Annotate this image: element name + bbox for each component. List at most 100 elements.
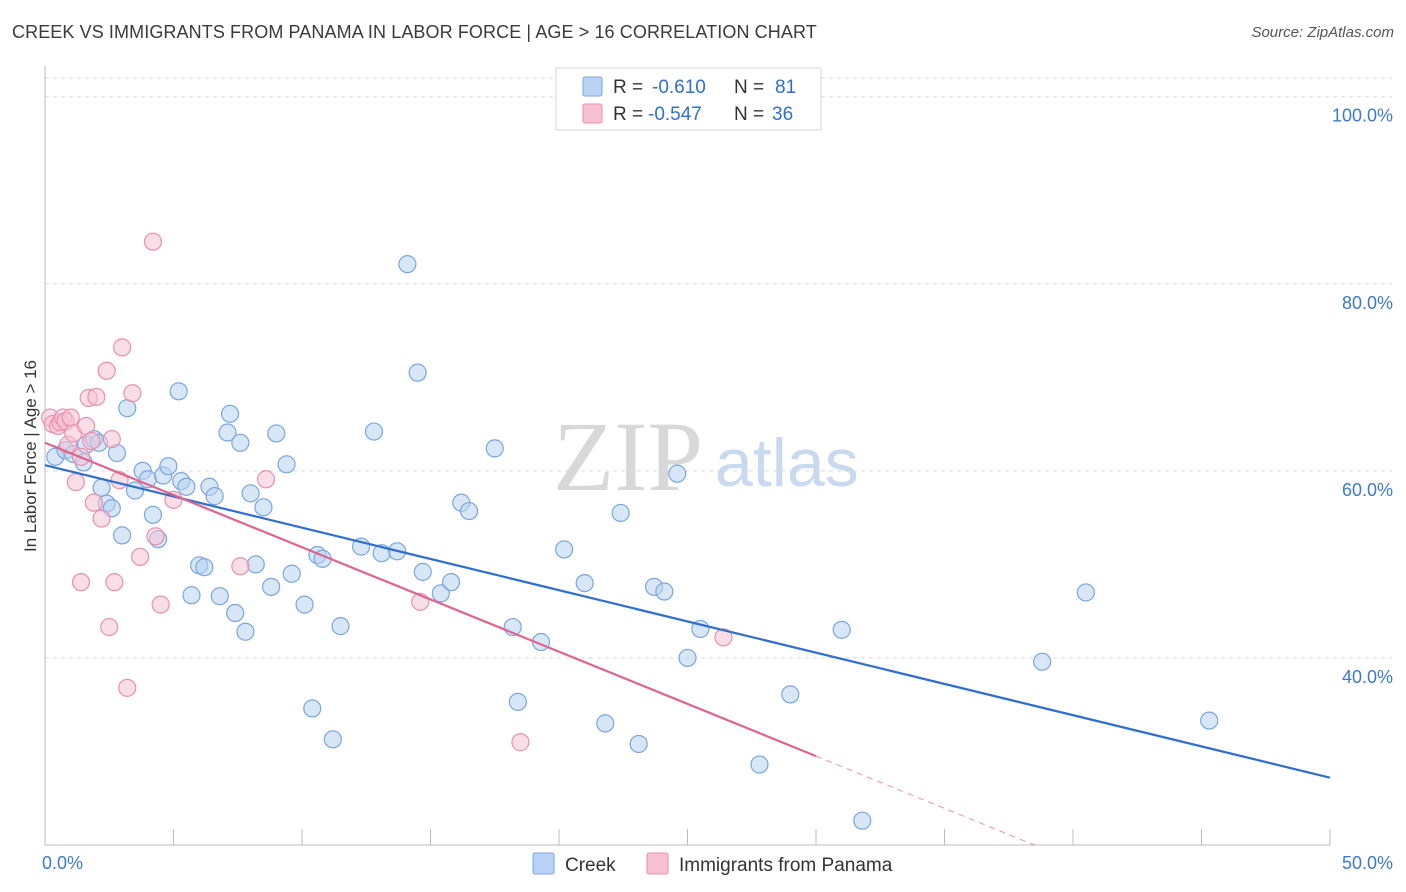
bottom-legend: Creek Immigrants from Panama: [532, 852, 893, 876]
creek-point: [853, 811, 872, 830]
panama-point: [61, 408, 80, 427]
top-legend: R = -0.610 N = 81 R = -0.547 N = 36: [555, 67, 822, 131]
source-label: Source: ZipAtlas.com: [1251, 24, 1394, 41]
creek-point: [1033, 652, 1052, 671]
panama-point: [84, 493, 103, 512]
panama-trend-extension: [815, 755, 1035, 846]
x-tick-label-max: 50.0%: [1342, 853, 1393, 873]
panama-point: [92, 509, 111, 528]
creek-point: [668, 464, 687, 483]
creek-point: [441, 573, 461, 592]
panama-point: [714, 628, 733, 647]
creek-point: [226, 603, 245, 623]
creek-point: [182, 586, 201, 605]
bottom-legend-swatch-creek: [532, 852, 555, 875]
bottom-legend-creek: Creek: [565, 855, 616, 876]
creek-point: [236, 622, 255, 641]
creek-points: [46, 255, 1219, 830]
creek-point: [323, 730, 342, 749]
legend-swatch-creek: [582, 76, 603, 97]
chart-title: CREEK VS IMMIGRANTS FROM PANAMA IN LABOR…: [12, 22, 817, 42]
panama-point: [143, 232, 163, 251]
legend-r-label-creek: R =: [613, 77, 643, 98]
creek-point: [364, 422, 384, 441]
creek-point: [832, 620, 851, 639]
creek-point: [1076, 583, 1095, 602]
creek-point: [459, 501, 479, 521]
creek-point: [169, 382, 188, 401]
creek-point: [112, 526, 132, 545]
legend-n-value-panama: 36: [772, 104, 793, 125]
creek-point: [267, 424, 286, 443]
panama-trend-line: [44, 441, 817, 758]
y-tick-label: 40.0%: [1342, 667, 1393, 687]
creek-point: [220, 404, 240, 423]
creek-point: [282, 564, 301, 583]
panama-points: [41, 232, 733, 752]
creek-point: [254, 498, 273, 517]
creek-point: [408, 363, 427, 382]
creek-point: [231, 433, 250, 452]
x-tick-label-min: 0.0%: [42, 853, 83, 873]
watermark: ZIP atlas: [553, 401, 859, 512]
watermark-zip: ZIP: [553, 401, 703, 512]
creek-point: [177, 477, 196, 496]
creek-point: [508, 692, 527, 711]
bottom-legend-swatch-panama: [646, 852, 669, 875]
panama-point: [511, 733, 530, 752]
creek-point: [398, 255, 417, 274]
creek-point: [485, 439, 504, 458]
panama-point: [100, 617, 119, 637]
legend-n-value-creek: 81: [775, 77, 796, 98]
legend-swatch-panama: [582, 103, 603, 124]
creek-point: [143, 505, 163, 524]
panama-point: [118, 678, 137, 697]
creek-point: [655, 582, 674, 601]
panama-point: [97, 361, 116, 380]
creek-point: [555, 540, 574, 559]
creek-point: [92, 478, 111, 497]
creek-point: [331, 617, 350, 636]
creek-point: [241, 484, 260, 503]
y-tick-label: 60.0%: [1342, 480, 1393, 500]
creek-trend-line: [44, 464, 1331, 779]
axes: [44, 66, 1331, 846]
creek-point: [413, 562, 432, 581]
legend-r-value-creek: -0.610: [652, 77, 706, 98]
y-tick-label: 80.0%: [1342, 293, 1393, 313]
creek-point: [218, 423, 237, 442]
tick-labels: 40.0% 60.0% 80.0% 100.0% 0.0% 50.0%: [42, 106, 1393, 873]
y-axis-label: In Labor Force | Age > 16: [21, 360, 40, 552]
legend-r-label-panama: R =: [613, 104, 643, 125]
panama-point: [231, 557, 250, 576]
panama-point: [71, 573, 91, 592]
creek-point: [1200, 711, 1219, 730]
creek-point: [781, 685, 800, 704]
creek-point: [262, 577, 281, 596]
y-tick-label: 100.0%: [1332, 106, 1393, 126]
creek-point: [277, 455, 296, 474]
legend-r-value-panama: -0.547: [648, 104, 702, 125]
panama-point: [123, 384, 142, 403]
creek-point: [210, 587, 229, 606]
creek-point: [750, 755, 769, 774]
creek-point: [205, 487, 224, 506]
panama-point: [87, 387, 106, 407]
creek-point: [611, 503, 630, 523]
watermark-atlas: atlas: [715, 425, 859, 501]
creek-point: [431, 584, 450, 603]
panama-point: [112, 338, 132, 357]
creek-point: [159, 457, 178, 476]
creek-point: [295, 595, 314, 614]
panama-point: [82, 431, 101, 451]
creek-point: [195, 558, 214, 577]
creek-point: [596, 714, 615, 733]
panama-point: [256, 470, 276, 489]
creek-point: [629, 734, 648, 754]
panama-point: [151, 595, 170, 614]
panama-point: [105, 573, 124, 592]
legend-n-label-creek: N =: [734, 77, 764, 98]
bottom-legend-panama: Immigrants from Panama: [679, 855, 893, 876]
creek-point: [575, 573, 594, 593]
